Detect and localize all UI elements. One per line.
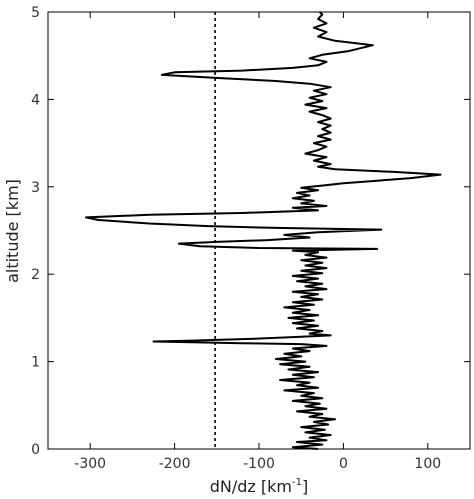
plot-frame [47,11,471,450]
y-tick-label: 1 [31,355,40,371]
y-tick-label: 2 [31,267,40,283]
plot-area [85,11,442,450]
x-axis-label: dN/dz [km-1] [210,477,308,496]
y-tick-label: 3 [31,180,40,196]
x-tick-label: 100 [414,456,441,472]
x-tick-label: 0 [339,456,348,472]
axis-ticks: -300 -200 -100 0 100 0 1 2 3 4 5 [31,5,470,472]
x-tick-label: -300 [74,456,106,472]
y-tick-label: 5 [31,5,40,21]
y-tick-label: 0 [31,442,40,458]
x-tick-label: -200 [159,456,191,472]
y-tick-label: 4 [31,92,40,108]
x-axis-label-end: ] [302,477,308,496]
y-axis-label: altitude [km] [3,179,22,283]
x-tick-label: -100 [243,456,275,472]
x-axis-label-text: dN/dz [km [210,477,292,496]
x-axis-label-superscript: -1 [292,477,302,488]
series-line-0 [85,11,442,450]
